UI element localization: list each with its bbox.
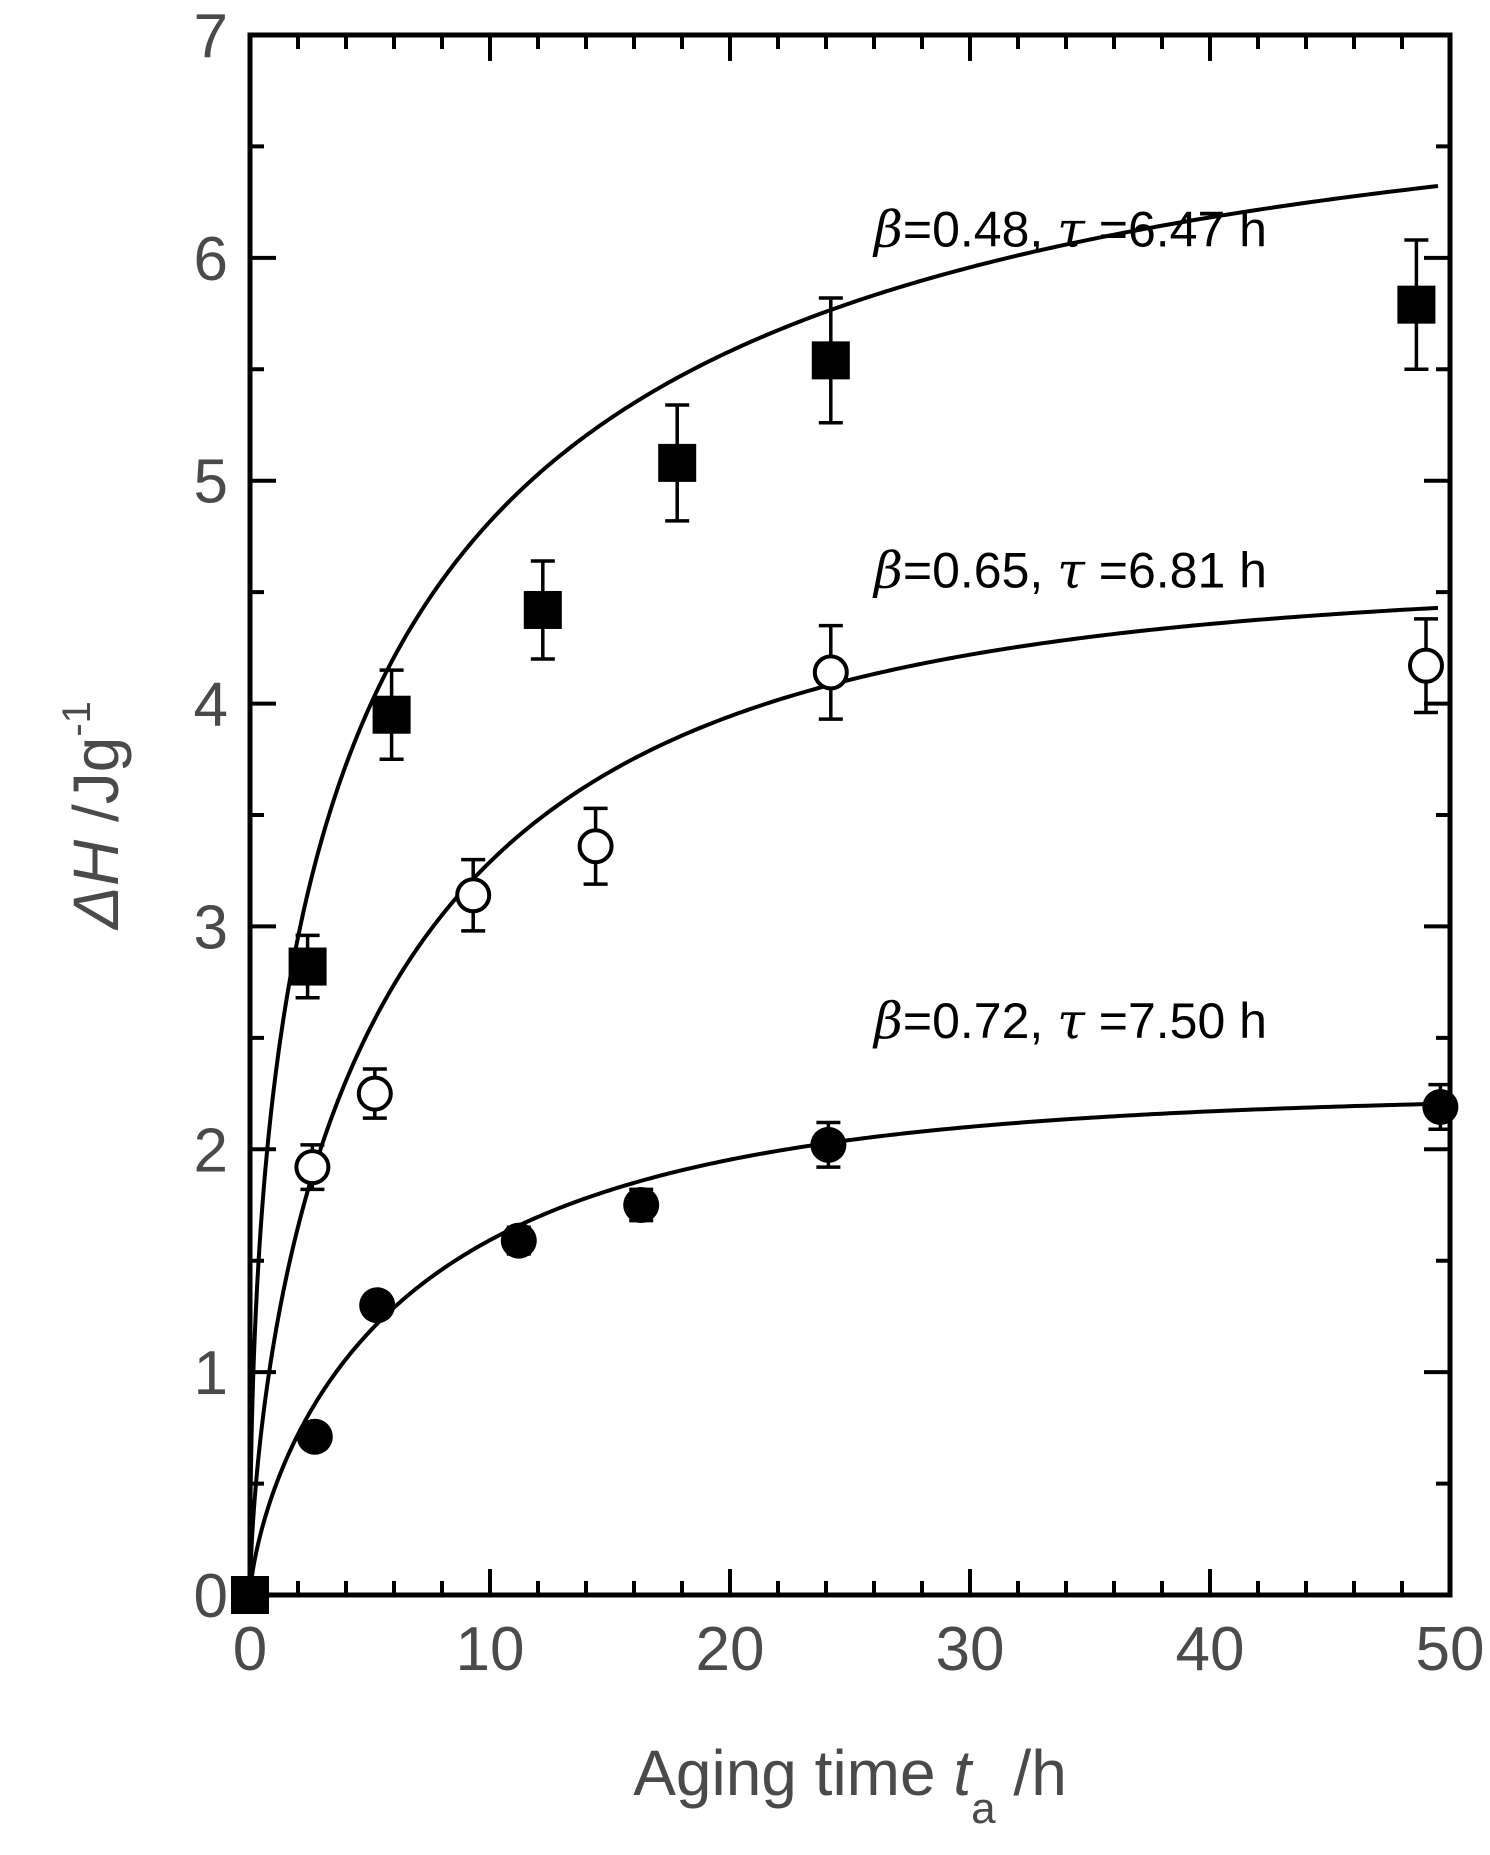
y-tick-label: 4 — [194, 671, 228, 740]
fit-curves — [248, 184, 1439, 1595]
y-tick-label: 6 — [194, 225, 228, 294]
data-point — [577, 806, 614, 886]
open-circle-marker — [812, 654, 849, 691]
data-point — [288, 933, 327, 1000]
fit-curve — [248, 605, 1439, 1595]
y-tick-label: 7 — [194, 2, 228, 71]
x-tick-label: 40 — [1176, 1615, 1245, 1684]
data-points — [231, 238, 1459, 1614]
y-tick-label: 3 — [194, 893, 228, 962]
open-circle-marker — [356, 1075, 393, 1112]
tick-marks — [248, 33, 1452, 1597]
filled-circle-marker — [296, 1418, 333, 1455]
axis-ticks — [248, 33, 1452, 1597]
y-tick-label: 1 — [194, 1339, 228, 1408]
filled-circle-marker — [810, 1126, 847, 1163]
open-circle-marker — [455, 877, 492, 914]
open-circle-marker — [1408, 647, 1444, 684]
x-tick-label: 30 — [936, 1615, 1005, 1684]
filled-circle-marker — [500, 1222, 537, 1259]
data-point — [356, 1067, 393, 1120]
data-point — [359, 1287, 396, 1324]
data-point — [523, 559, 562, 661]
filled-circle-marker — [623, 1187, 660, 1223]
plot-frame — [247, 32, 1453, 1598]
data-point — [812, 623, 849, 721]
square-marker — [372, 695, 411, 734]
square-marker — [523, 590, 562, 629]
data-point — [500, 1222, 537, 1259]
square-marker — [658, 443, 697, 482]
data-point — [1408, 617, 1444, 715]
open-circle-marker — [577, 828, 614, 865]
data-point — [296, 1418, 333, 1455]
y-axis-title: ΔH /Jg-1 — [55, 701, 132, 931]
filled-circle-marker — [359, 1287, 396, 1324]
fit-curve — [248, 184, 1439, 1595]
x-tick-label: 50 — [1416, 1615, 1485, 1684]
open-circle-marker — [294, 1149, 331, 1186]
filled-circle-marker — [1422, 1088, 1459, 1125]
fit-curve — [248, 1101, 1439, 1595]
data-point — [294, 1143, 331, 1192]
data-point — [372, 668, 411, 762]
square-marker — [288, 947, 327, 986]
data-point — [811, 296, 850, 425]
x-tick-label: 0 — [233, 1615, 267, 1684]
x-axis-title: Aging time ta /h — [633, 1737, 1067, 1833]
fit-annotation: β=0.48, τ =6.47 h — [872, 201, 1267, 259]
data-point — [623, 1187, 660, 1223]
y-tick-label: 2 — [194, 1116, 228, 1185]
tick-labels: 0 10 20 30 40 50 0 1 2 3 4 5 6 7 — [194, 2, 1485, 1684]
x-tick-label: 20 — [696, 1615, 765, 1684]
data-point — [658, 403, 697, 523]
data-point — [1422, 1082, 1459, 1131]
x-tick-label: 10 — [456, 1615, 525, 1684]
square-marker — [1397, 285, 1436, 324]
fit-annotation: β=0.72, τ =7.50 h — [872, 992, 1267, 1050]
y-tick-label: 5 — [194, 448, 228, 517]
data-point — [455, 857, 492, 933]
square-marker — [811, 341, 850, 380]
fit-annotation: β=0.65, τ =6.81 h — [872, 542, 1267, 600]
y-tick-label: 0 — [194, 1562, 228, 1631]
data-point — [810, 1120, 847, 1169]
fit-annotations: β=0.48, τ =6.47 h β=0.65, τ =6.81 h β=0.72… — [872, 201, 1267, 1050]
data-point — [1397, 238, 1436, 372]
